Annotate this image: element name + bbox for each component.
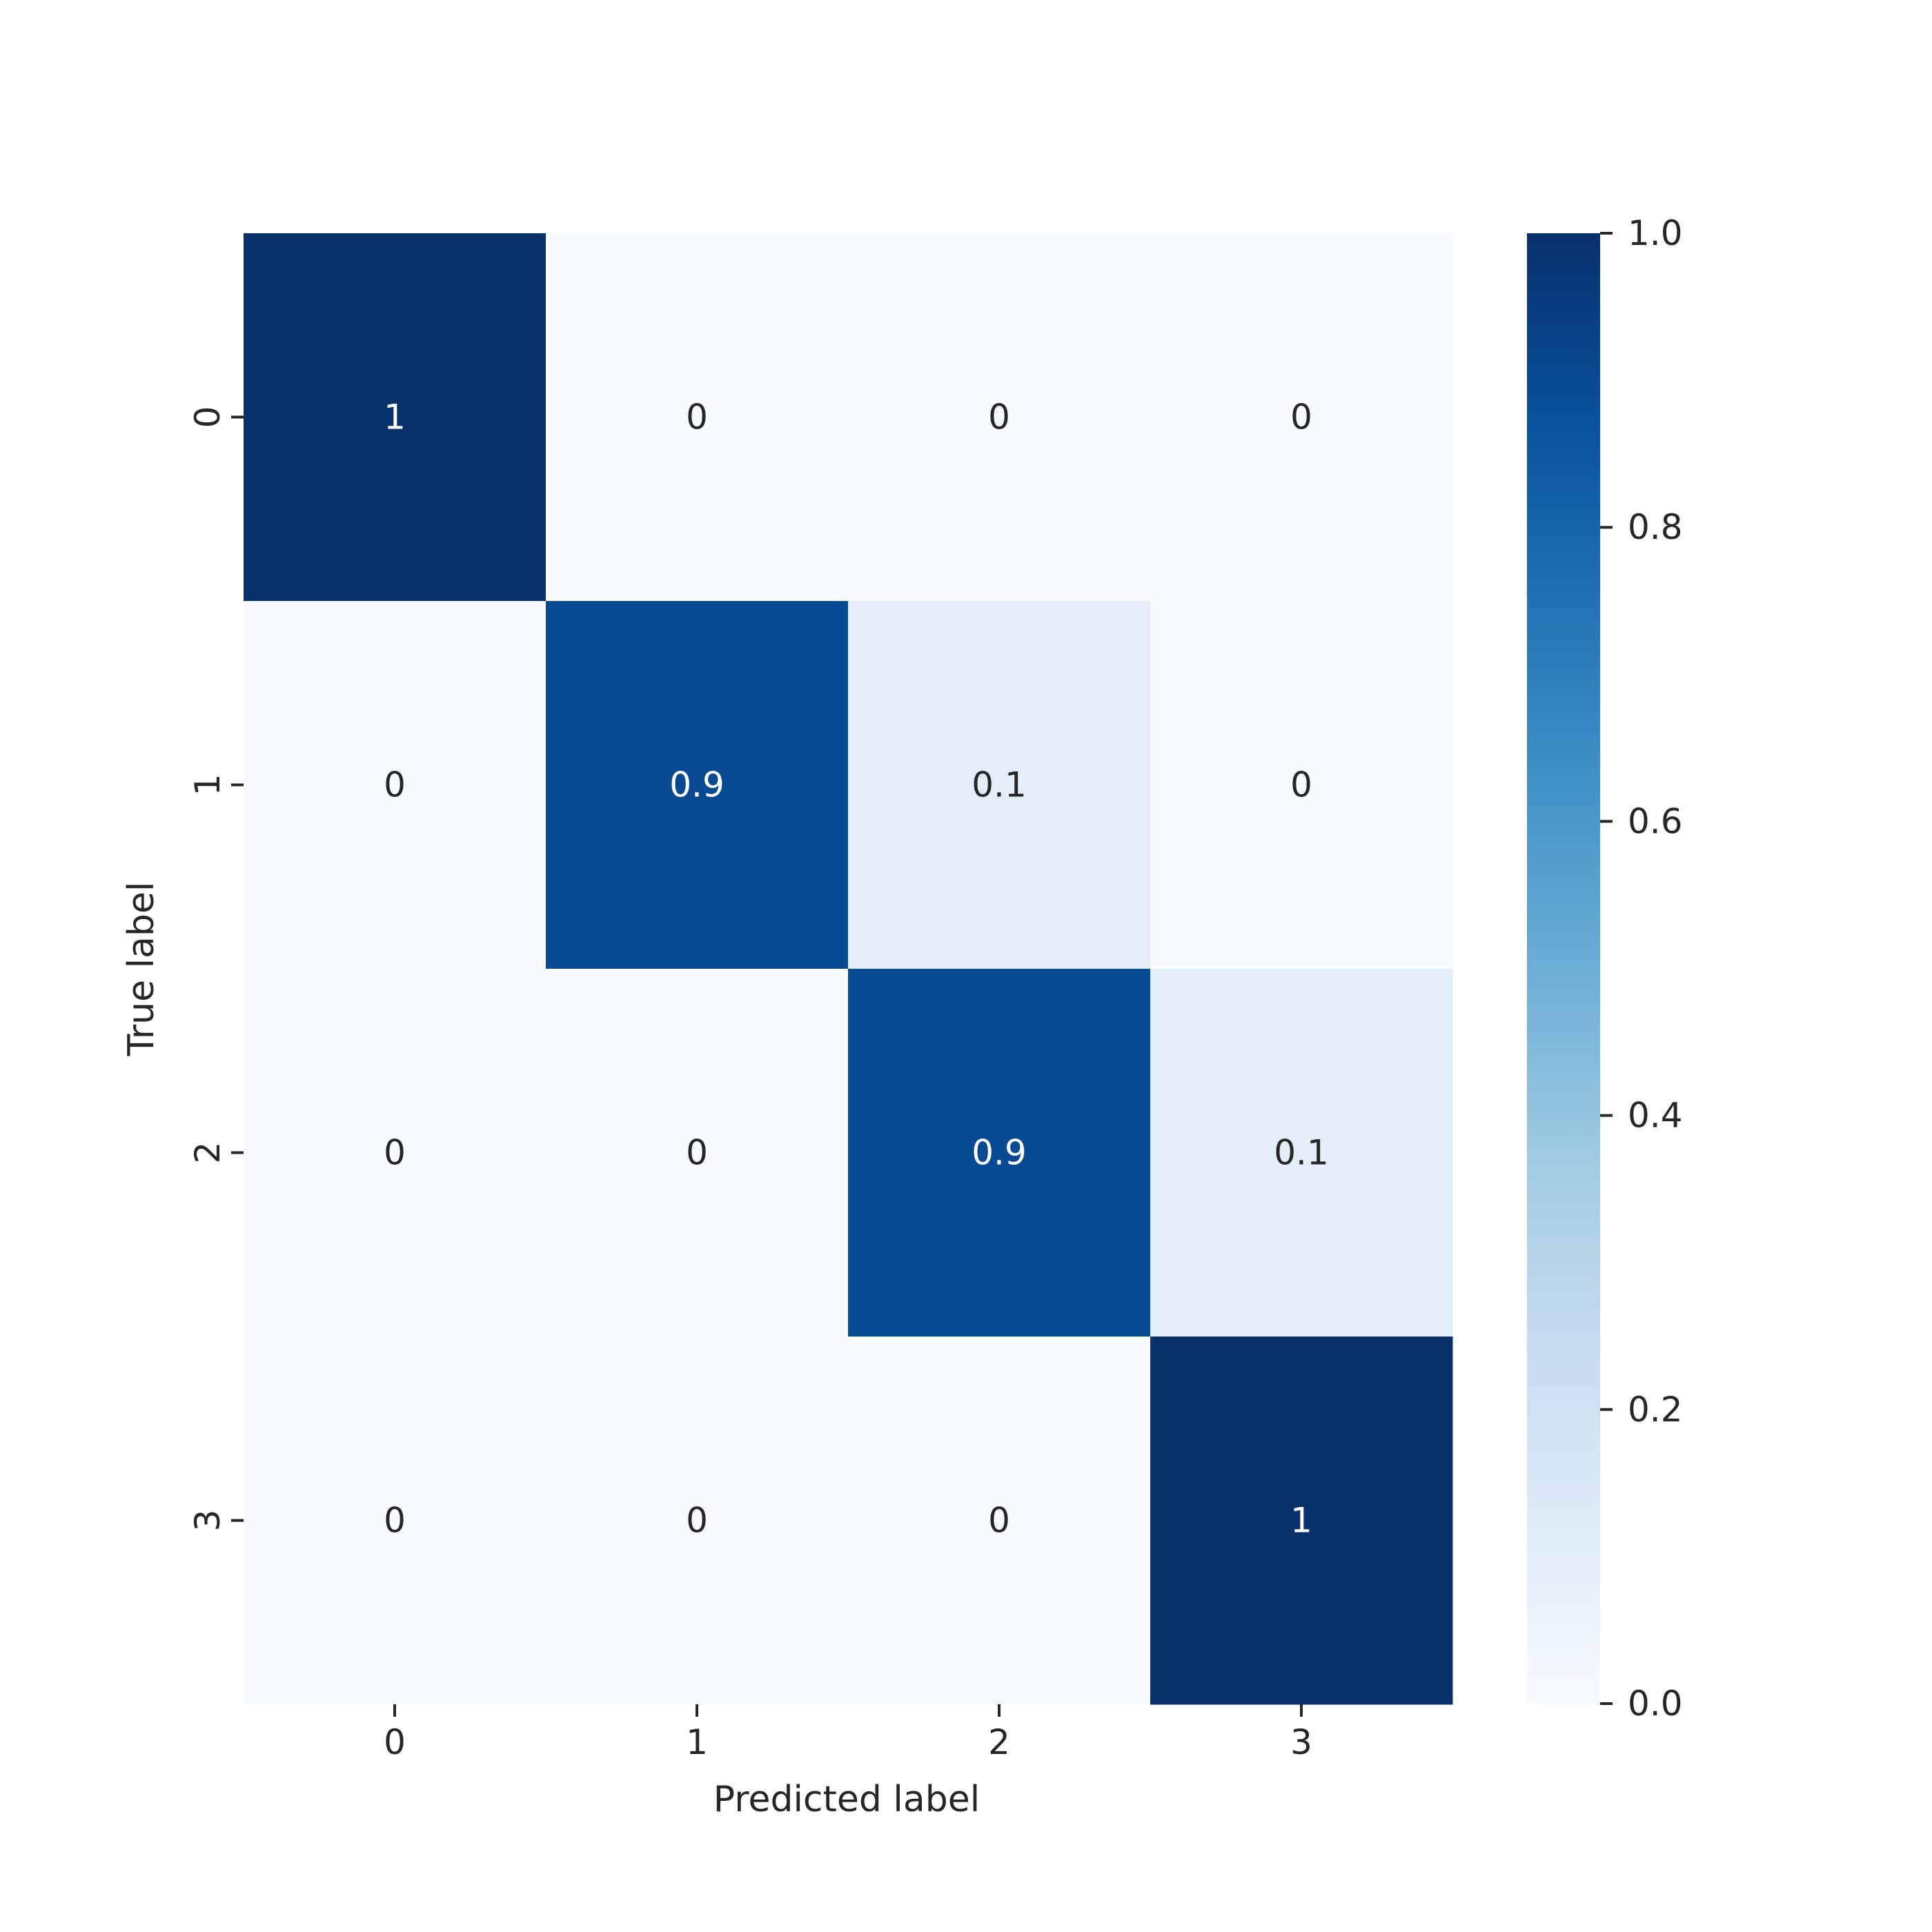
x-tick-label: 1: [686, 1722, 708, 1762]
colorbar-tick-label: 0.8: [1628, 507, 1683, 547]
colorbar-tick-label: 0.0: [1628, 1684, 1683, 1724]
cell-value-label: 0.1: [1274, 1133, 1329, 1173]
y-axis-ticks: 0 1 2 3: [188, 406, 244, 1532]
cell-value-label: 0.1: [972, 765, 1027, 805]
heatmap-cell: [244, 1337, 546, 1705]
colorbar-tick-label: 0.2: [1628, 1390, 1683, 1430]
heatmap-cell: [244, 601, 546, 969]
x-tick-label: 0: [384, 1722, 406, 1762]
cell-value-label: 0: [988, 397, 1010, 437]
x-axis-label: Predicted label: [713, 1779, 980, 1820]
heatmap-cell: [1150, 1337, 1453, 1705]
cell-value-label: 0.9: [972, 1133, 1027, 1173]
cell-value-label: 0: [686, 1501, 708, 1541]
cell-value-label: 0: [384, 1501, 406, 1541]
heatmap-cell: [1150, 969, 1453, 1337]
heatmap-cell: [244, 233, 546, 602]
cell-value-label: 0.9: [669, 765, 724, 805]
colorbar-tick-label: 1.0: [1628, 213, 1683, 253]
cell-value-label: 0: [1290, 765, 1312, 805]
y-axis-label: True label: [121, 882, 162, 1057]
heatmap-cell: [1150, 233, 1453, 602]
colorbar-tick-label: 0.4: [1628, 1096, 1683, 1136]
cell-value-label: 0: [1290, 397, 1312, 437]
cell-value-label: 0: [988, 1501, 1010, 1541]
heatmap-cell-labels: 1 0 0 0 0 0.9 0.1 0 0 0 0.9 0.1 0 0 0 1: [384, 397, 1329, 1541]
x-axis-ticks: 0 1 2 3: [384, 1704, 1312, 1762]
cell-value-label: 0: [384, 1133, 406, 1173]
heatmap-cells: [244, 233, 1453, 1705]
heatmap-cell: [848, 601, 1151, 969]
y-tick-label: 3: [188, 1510, 228, 1532]
heatmap-cell: [848, 1337, 1151, 1705]
colorbar-tick-label: 0.6: [1628, 801, 1683, 841]
heatmap-cell: [546, 601, 849, 969]
cell-value-label: 0: [686, 1133, 708, 1173]
heatmap-cell: [848, 233, 1151, 602]
x-tick-label: 2: [988, 1722, 1010, 1762]
heatmap-cell: [1150, 601, 1453, 969]
heatmap-cell: [244, 969, 546, 1337]
y-tick-label: 0: [188, 406, 228, 428]
x-tick-label: 3: [1290, 1722, 1312, 1762]
y-tick-label: 2: [188, 1142, 228, 1164]
cell-value-label: 1: [384, 397, 406, 437]
cell-value-label: 1: [1290, 1501, 1312, 1541]
heatmap-cell: [546, 233, 849, 602]
colorbar-ticks: 0.0 0.2 0.4 0.6 0.8 1.0: [1600, 213, 1683, 1724]
heatmap-cell: [848, 969, 1151, 1337]
y-tick-label: 1: [188, 774, 228, 796]
heatmap-cell: [546, 1337, 849, 1705]
heatmap-cell: [546, 969, 849, 1337]
colorbar: [1527, 233, 1600, 1704]
cell-value-label: 0: [686, 397, 708, 437]
cell-value-label: 0: [384, 765, 406, 805]
